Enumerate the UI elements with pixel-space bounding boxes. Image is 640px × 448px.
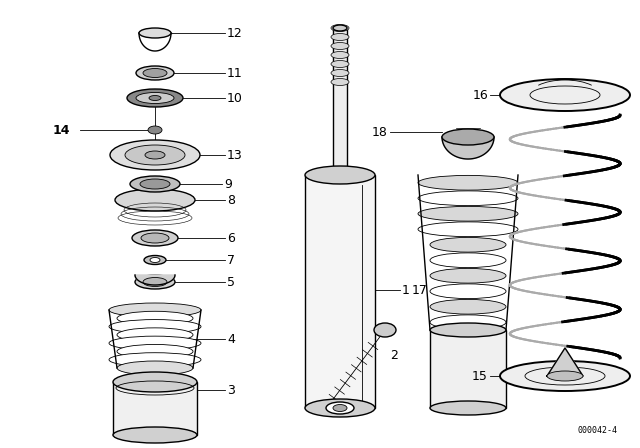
- Ellipse shape: [127, 89, 183, 107]
- Ellipse shape: [143, 69, 167, 78]
- Ellipse shape: [430, 237, 506, 252]
- Bar: [113, 382, 197, 435]
- Ellipse shape: [109, 353, 201, 367]
- Text: 11: 11: [227, 66, 243, 79]
- Text: 8: 8: [227, 194, 235, 207]
- Ellipse shape: [333, 25, 347, 31]
- Ellipse shape: [418, 175, 518, 190]
- Ellipse shape: [430, 323, 506, 337]
- Text: 1: 1: [402, 284, 410, 297]
- Text: 6: 6: [227, 232, 235, 245]
- Bar: [305, 175, 375, 408]
- Text: 9: 9: [224, 177, 232, 190]
- Ellipse shape: [430, 253, 506, 267]
- Ellipse shape: [326, 402, 354, 414]
- Ellipse shape: [430, 299, 506, 314]
- Ellipse shape: [430, 284, 506, 299]
- Text: 15: 15: [472, 370, 488, 383]
- Ellipse shape: [145, 151, 165, 159]
- Ellipse shape: [149, 95, 161, 100]
- Ellipse shape: [132, 230, 178, 246]
- Ellipse shape: [500, 79, 630, 111]
- Ellipse shape: [331, 25, 349, 31]
- Ellipse shape: [430, 268, 506, 283]
- Text: 2: 2: [390, 349, 398, 362]
- Ellipse shape: [113, 372, 197, 392]
- Ellipse shape: [418, 222, 518, 237]
- Ellipse shape: [115, 189, 195, 211]
- Ellipse shape: [125, 145, 185, 165]
- Ellipse shape: [117, 311, 193, 325]
- Polygon shape: [135, 275, 175, 285]
- Polygon shape: [547, 348, 583, 376]
- Ellipse shape: [117, 328, 193, 342]
- Text: 7: 7: [227, 254, 235, 267]
- Ellipse shape: [418, 207, 518, 221]
- Ellipse shape: [148, 126, 162, 134]
- Text: 3: 3: [227, 383, 235, 396]
- Bar: [333, 28, 347, 175]
- Text: 17: 17: [412, 284, 428, 297]
- Ellipse shape: [150, 258, 160, 263]
- Ellipse shape: [110, 140, 200, 170]
- Ellipse shape: [305, 166, 375, 184]
- Ellipse shape: [331, 52, 349, 59]
- Text: 14: 14: [52, 124, 70, 137]
- Text: 13: 13: [227, 148, 243, 161]
- Text: 18: 18: [372, 125, 388, 138]
- Ellipse shape: [547, 371, 583, 381]
- Ellipse shape: [305, 399, 375, 417]
- Ellipse shape: [139, 28, 171, 38]
- Ellipse shape: [333, 405, 347, 412]
- Text: 12: 12: [227, 26, 243, 39]
- Ellipse shape: [418, 191, 518, 206]
- Ellipse shape: [331, 34, 349, 40]
- Ellipse shape: [141, 233, 169, 243]
- Ellipse shape: [331, 78, 349, 86]
- Ellipse shape: [135, 275, 175, 289]
- Ellipse shape: [430, 315, 506, 330]
- Ellipse shape: [430, 401, 506, 415]
- Ellipse shape: [331, 60, 349, 68]
- Ellipse shape: [109, 336, 201, 350]
- Bar: [430, 330, 506, 408]
- Ellipse shape: [117, 345, 193, 358]
- Polygon shape: [442, 137, 494, 159]
- Ellipse shape: [331, 43, 349, 49]
- Ellipse shape: [140, 179, 170, 189]
- Ellipse shape: [143, 277, 167, 287]
- Text: 5: 5: [227, 276, 235, 289]
- Text: 4: 4: [227, 332, 235, 345]
- Ellipse shape: [113, 427, 197, 443]
- Ellipse shape: [442, 129, 494, 145]
- Ellipse shape: [144, 255, 166, 264]
- Text: 10: 10: [227, 91, 243, 104]
- Ellipse shape: [374, 323, 396, 337]
- Text: 000042-4: 000042-4: [578, 426, 618, 435]
- Ellipse shape: [109, 319, 201, 334]
- Ellipse shape: [117, 361, 193, 375]
- Ellipse shape: [500, 361, 630, 391]
- Ellipse shape: [331, 69, 349, 77]
- Ellipse shape: [109, 303, 201, 317]
- Ellipse shape: [136, 66, 174, 80]
- Ellipse shape: [130, 176, 180, 192]
- Text: 16: 16: [472, 89, 488, 102]
- Ellipse shape: [136, 92, 174, 103]
